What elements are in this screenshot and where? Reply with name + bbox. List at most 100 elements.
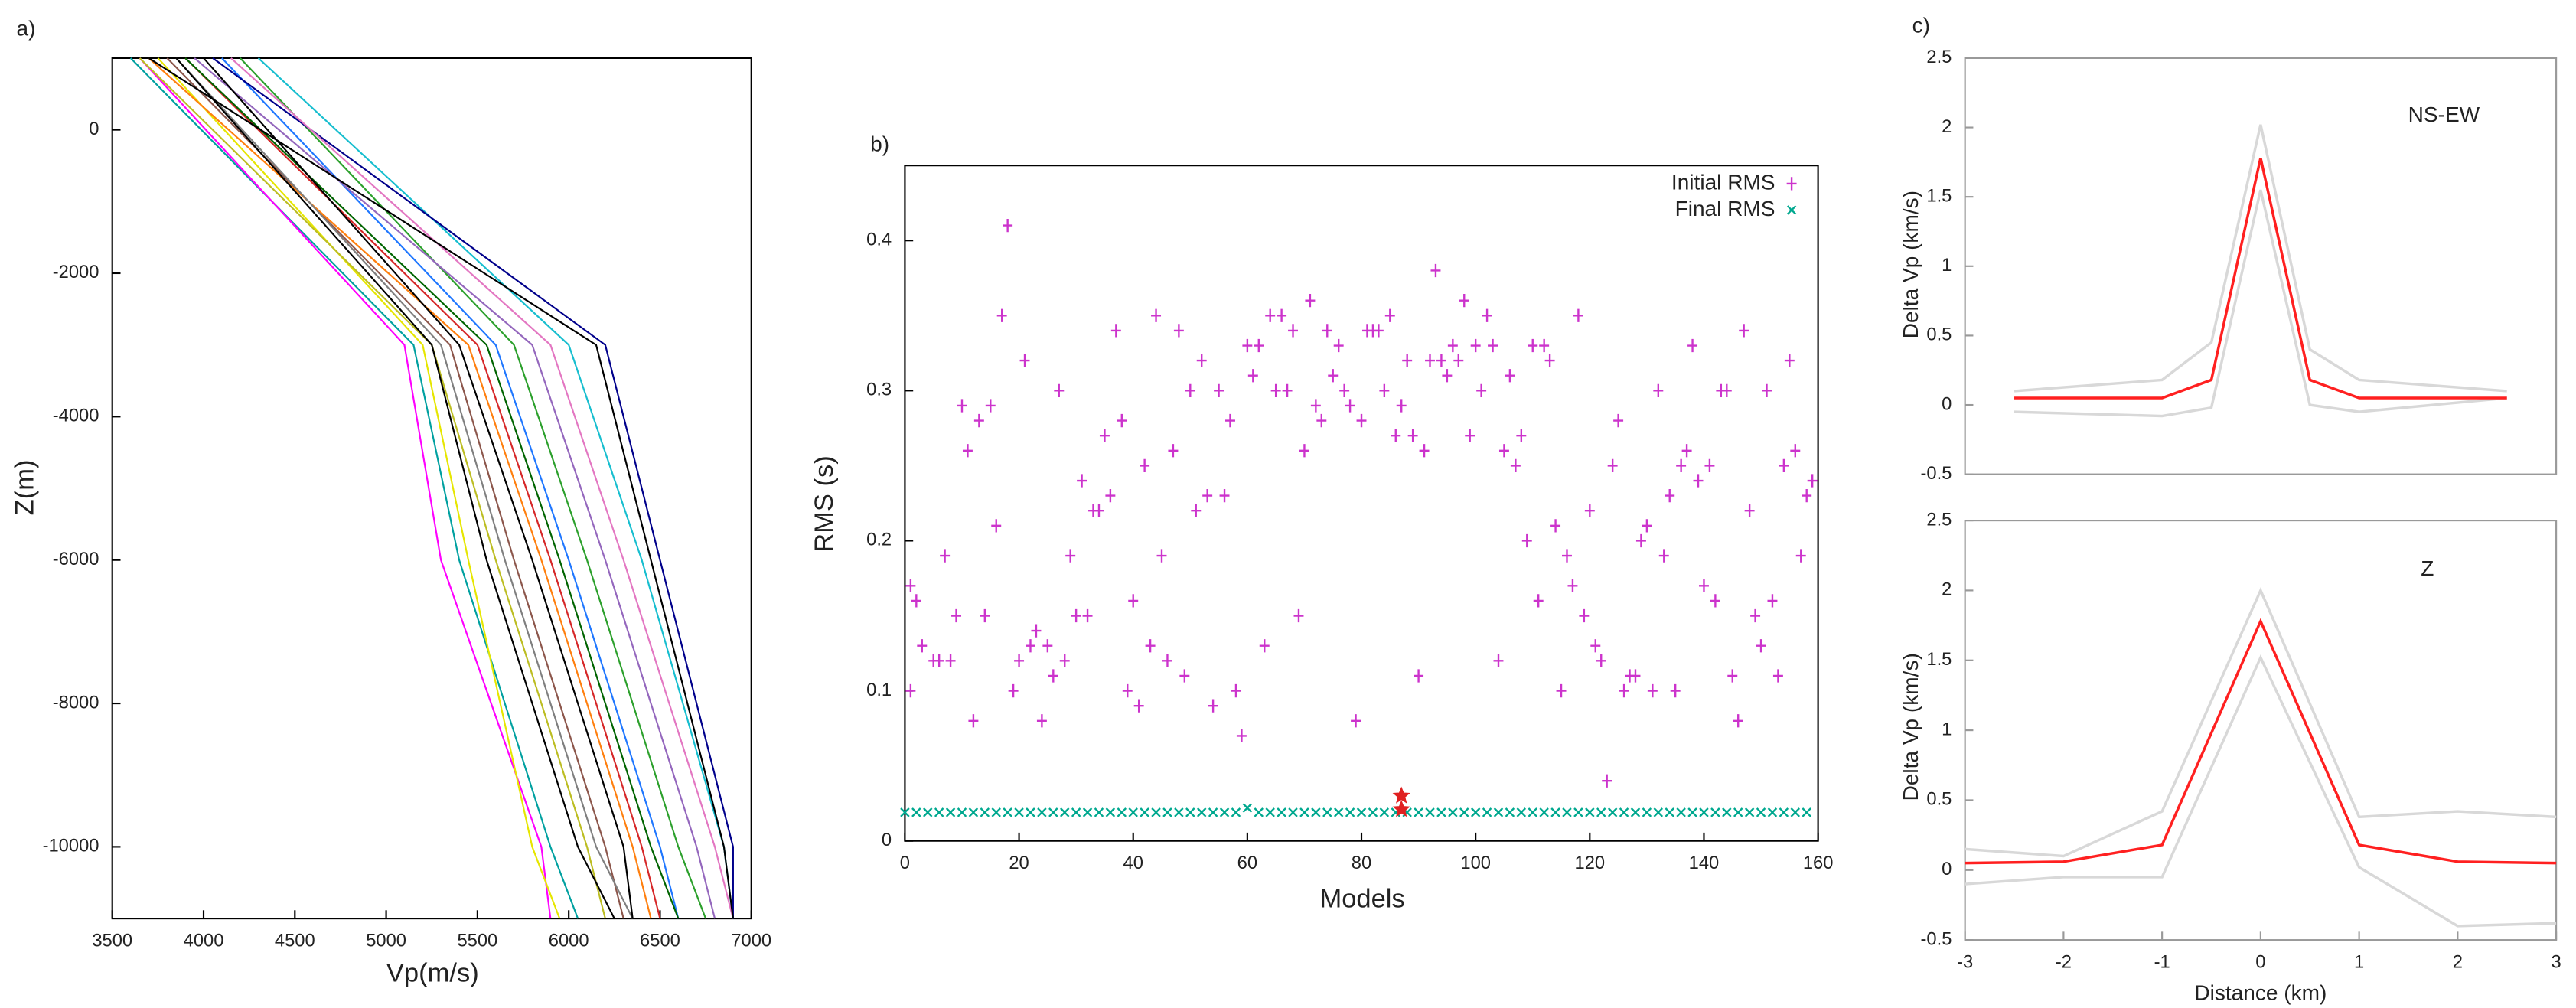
series-line <box>184 57 680 919</box>
scatter-point <box>1414 807 1423 817</box>
scatter-point <box>1562 807 1572 817</box>
y-tick-label: 0.4 <box>866 230 892 250</box>
series-line <box>194 57 716 919</box>
series-line <box>257 57 734 919</box>
scatter-point <box>1619 683 1629 698</box>
x-tick-label: 120 <box>1575 853 1606 873</box>
x-axis-label: Models <box>1319 884 1404 913</box>
scatter-point <box>1802 488 1812 503</box>
scatter-point <box>1802 807 1811 817</box>
x-tick-label: 100 <box>1460 853 1491 873</box>
scatter-point <box>1533 594 1544 608</box>
scatter-point <box>911 594 921 608</box>
series-line <box>139 57 606 919</box>
scatter-point <box>1596 807 1606 817</box>
scatter-point <box>1384 308 1395 322</box>
scatter-point <box>1436 354 1446 367</box>
scatter-point <box>1259 639 1270 653</box>
scatter-point <box>1145 639 1156 653</box>
scatter-point <box>1590 639 1601 653</box>
scatter-point <box>1402 354 1413 367</box>
scatter-point <box>1322 807 1332 817</box>
panel-label: c) <box>1912 13 1930 37</box>
y-axis-label: Z(m) <box>11 460 40 516</box>
scatter-point <box>923 807 933 817</box>
scatter-point <box>1544 354 1555 367</box>
scatter-point <box>1733 714 1743 728</box>
scatter-point <box>1179 669 1190 683</box>
panel-label: b) <box>870 132 889 156</box>
series-line <box>148 57 734 919</box>
scatter-point <box>1550 807 1560 817</box>
scatter-point <box>1345 399 1355 413</box>
scatter-point <box>1333 338 1344 353</box>
scatter-point <box>1151 308 1162 322</box>
legend-marker <box>1786 205 1797 215</box>
scatter-point <box>1368 807 1378 817</box>
series-line <box>221 57 680 919</box>
scatter-point <box>1779 807 1789 817</box>
scatter-point <box>1425 354 1435 367</box>
scatter-point <box>1014 807 1024 817</box>
series-line <box>148 57 652 919</box>
scatter-point <box>1151 807 1161 817</box>
scatter-point <box>968 714 979 728</box>
scatter-point <box>1687 338 1698 353</box>
x-tick-label: 2 <box>2453 953 2463 973</box>
scatter-point <box>1277 807 1286 817</box>
scatter-point <box>917 639 928 653</box>
y-tick-label: 1 <box>1942 256 1952 276</box>
annotation: NS-EW <box>2408 103 2480 126</box>
scatter-point <box>1790 807 1801 817</box>
scatter-point <box>1744 807 1755 817</box>
scatter-point <box>945 654 956 667</box>
x-tick-label: 5000 <box>366 931 406 951</box>
scatter-point <box>1082 807 1093 817</box>
scatter-point <box>1288 807 1298 817</box>
scatter-point <box>1550 519 1561 533</box>
scatter-point <box>1779 458 1789 473</box>
scatter-point <box>1505 369 1515 383</box>
scatter-point <box>1219 807 1230 817</box>
scatter-point <box>1099 429 1110 442</box>
scatter-point <box>1392 786 1410 804</box>
y-tick-label: -0.5 <box>1921 464 1952 484</box>
scatter-point <box>1607 807 1618 817</box>
x-tick-label: 140 <box>1689 853 1720 873</box>
legend-label: Initial RMS <box>1671 170 1775 194</box>
series-line <box>1965 618 2557 865</box>
scatter-point <box>1236 729 1247 743</box>
scatter-point <box>1231 807 1241 817</box>
y-tick-label: -8000 <box>53 693 99 713</box>
scatter-point <box>1322 324 1332 338</box>
scatter-point <box>1196 807 1207 817</box>
scatter-point <box>1048 669 1058 683</box>
scatter-point <box>1573 308 1583 322</box>
scatter-point <box>1767 594 1778 608</box>
scatter-point <box>1288 324 1299 338</box>
scatter-point <box>1647 683 1658 698</box>
scatter-point <box>1772 669 1783 683</box>
scatter-point <box>1739 324 1749 338</box>
scatter-point <box>1498 444 1509 458</box>
scatter-point <box>1744 504 1755 517</box>
scatter-point <box>1133 699 1144 713</box>
y-axis-label: Delta Vp (km/s) <box>1899 191 1922 338</box>
scatter-point <box>945 807 956 817</box>
scatter-point <box>1003 218 1013 233</box>
scatter-point <box>991 519 1002 533</box>
scatter-point <box>1710 807 1720 817</box>
scatter-point <box>1156 549 1167 563</box>
scatter-point <box>1094 807 1104 817</box>
scatter-point <box>1379 807 1390 817</box>
y-tick-label: 2.5 <box>1926 510 1952 530</box>
scatter-point <box>1658 549 1669 563</box>
y-tick-label: 2 <box>1942 580 1952 600</box>
panel-label: a) <box>17 17 36 41</box>
y-tick-label: 0.2 <box>866 530 892 550</box>
x-tick-label: -1 <box>2154 953 2170 973</box>
scatter-point <box>1425 807 1435 817</box>
x-axis-label: Vp(m/s) <box>386 959 479 988</box>
scatter-point <box>1036 714 1047 728</box>
scatter-point <box>1048 807 1058 817</box>
